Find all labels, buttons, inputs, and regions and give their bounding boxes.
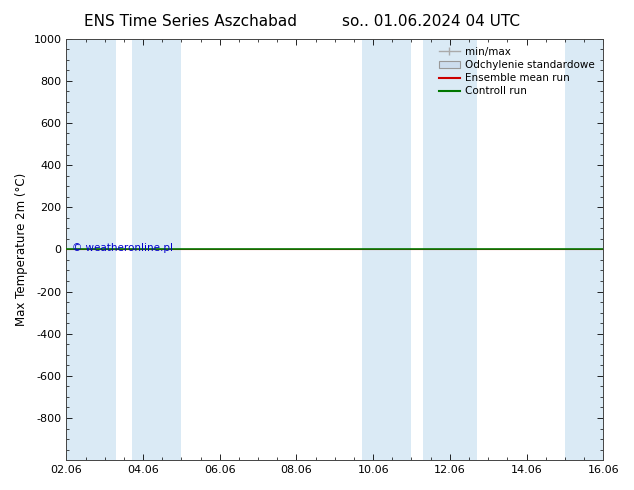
Bar xyxy=(423,39,477,460)
Legend: min/max, Odchylenie standardowe, Ensemble mean run, Controll run: min/max, Odchylenie standardowe, Ensembl… xyxy=(436,44,598,99)
Bar xyxy=(67,39,116,460)
Text: so.. 01.06.2024 04 UTC: so.. 01.06.2024 04 UTC xyxy=(342,14,520,29)
Bar xyxy=(132,39,181,460)
Text: © weatheronline.pl: © weatheronline.pl xyxy=(72,243,173,253)
Y-axis label: Max Temperature 2m (°C): Max Temperature 2m (°C) xyxy=(15,173,28,326)
Bar xyxy=(565,39,603,460)
Text: ENS Time Series Aszchabad: ENS Time Series Aszchabad xyxy=(84,14,297,29)
Bar xyxy=(361,39,411,460)
